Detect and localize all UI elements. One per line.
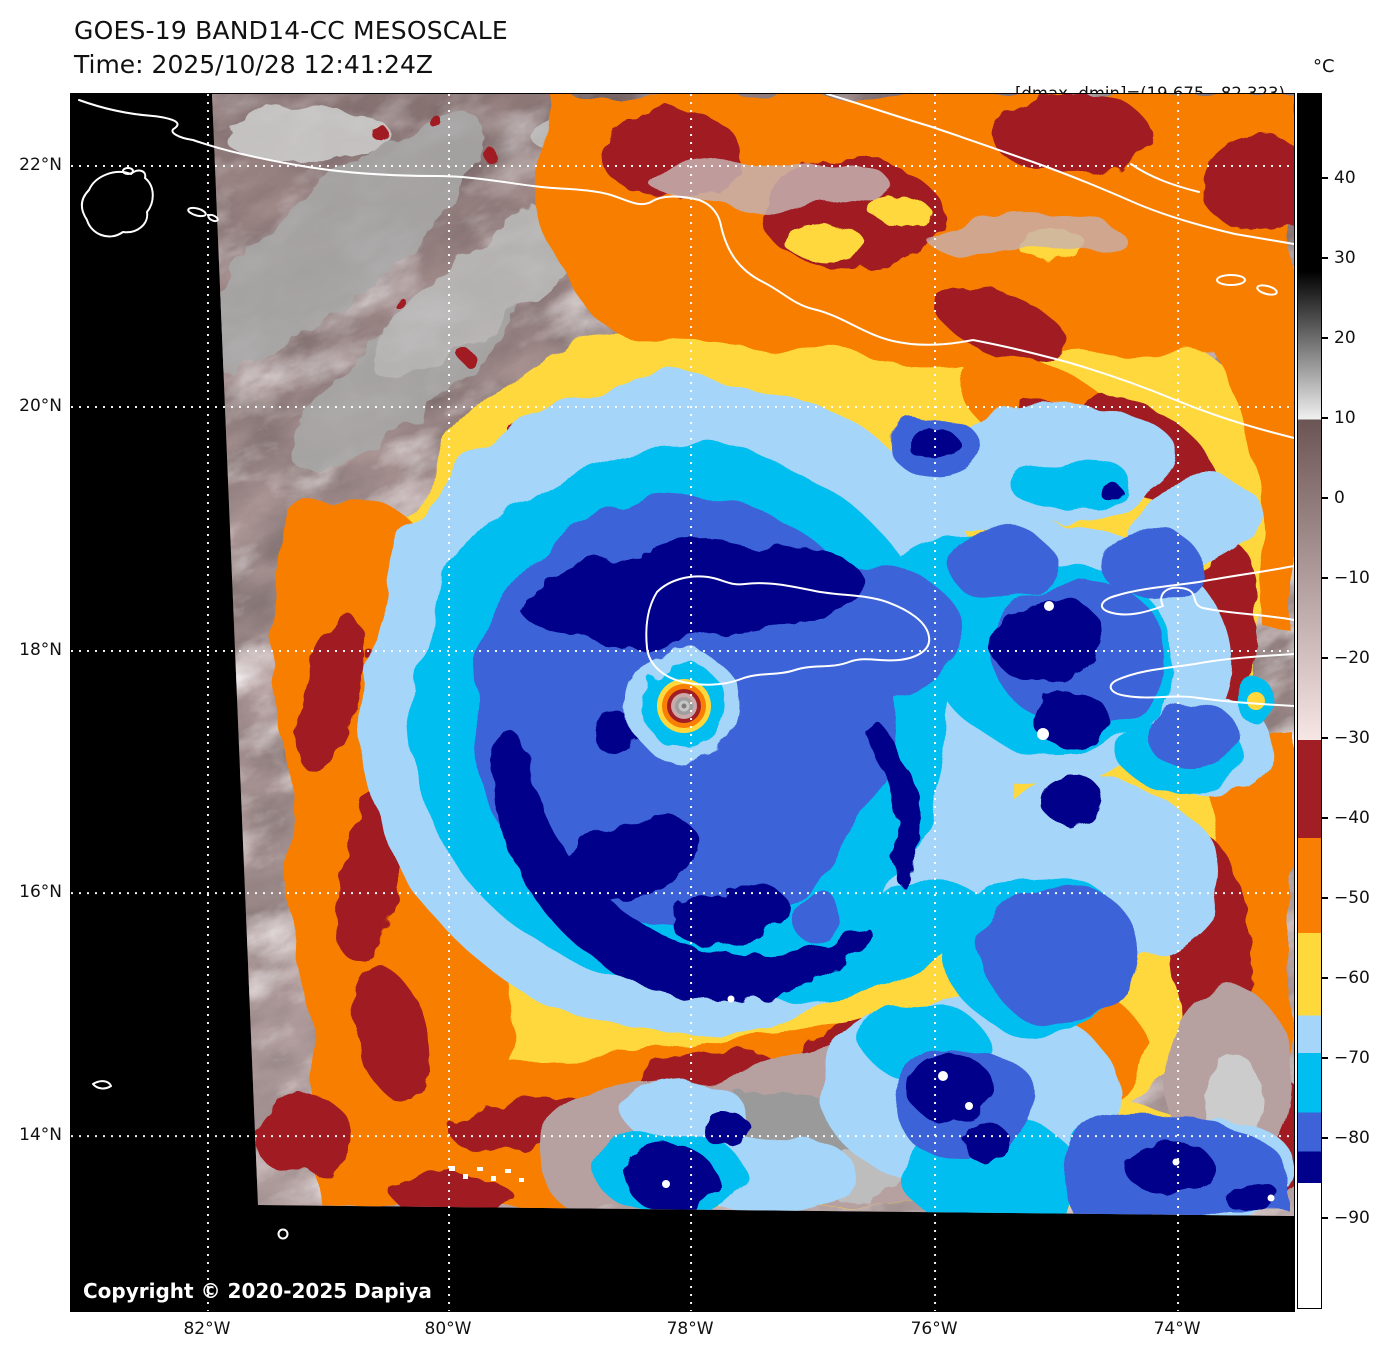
navy-cores (489, 428, 1279, 1212)
satellite-data-sector (212, 94, 1294, 1216)
isle-of-youth (81, 169, 154, 238)
colorbar-tick-label: −90 (1334, 1208, 1370, 1229)
imagery (71, 94, 1294, 1311)
colorbar (1297, 93, 1322, 1309)
colorbar-tick-label: 40 (1334, 167, 1356, 188)
colorbar-tick-mark (1322, 897, 1328, 899)
colorbar-tick-mark (1322, 417, 1328, 419)
cay-outline (1216, 274, 1246, 286)
lon-tick-label: 82°W (183, 1319, 231, 1339)
colorbar-tick-mark (1322, 737, 1328, 739)
colorbar-tick-mark (1322, 977, 1328, 979)
colorbar-tick-mark (1322, 177, 1328, 179)
islet-outline (207, 213, 219, 223)
lat-tick-label: 22°N (19, 155, 62, 176)
colorbar-tick-label: −80 (1334, 1128, 1370, 1149)
cuba-south-coast (78, 99, 1294, 439)
colorbar-tick-label: −20 (1334, 648, 1370, 669)
haiti-north-peninsula (1100, 565, 1294, 621)
plot-area: Copyright © 2020-2025 Dapiya (70, 93, 1295, 1312)
lat-tick-label: 20°N (19, 396, 62, 416)
haiti-south-peninsula (1109, 653, 1294, 707)
colorbar-tick-mark (1322, 337, 1328, 339)
islet-outline (122, 167, 134, 175)
hurricane-eye (628, 650, 740, 762)
colorbar-tick-label: 30 (1334, 248, 1356, 268)
colorbar-tick-label: −40 (1334, 808, 1370, 829)
islet-outline (187, 206, 207, 218)
colorbar-tick-mark (1322, 577, 1328, 579)
cyan-donut-center (1247, 692, 1265, 710)
overshoot-specks (662, 601, 1275, 1202)
coastlines (78, 94, 1294, 1240)
lon-tick-label: 80°W (424, 1319, 472, 1339)
cay-specks (449, 1166, 524, 1182)
lat-tick-label: 18°N (19, 640, 62, 661)
cuba-north-coast (826, 94, 1294, 245)
grand-cayman (92, 1080, 112, 1090)
colorbar-tick-label: −60 (1334, 968, 1370, 988)
colorbar-tick-mark (1322, 1057, 1328, 1059)
page-title: GOES-19 BAND14-CC MESOSCALE (74, 16, 508, 45)
colorbar-tick-mark (1322, 497, 1328, 499)
lon-tick-label: 78°W (666, 1319, 714, 1339)
gridlines (71, 94, 1294, 1311)
cuba-cays (1130, 163, 1200, 193)
colorbar-tick-label: 10 (1334, 408, 1356, 429)
lat-tick-label: 16°N (19, 882, 62, 903)
colorbar-tick-label: −30 (1334, 728, 1370, 749)
colorbar-tick-mark (1322, 1217, 1328, 1219)
colorbar-tick-label: −70 (1334, 1048, 1370, 1069)
timestamp: Time: 2025/10/28 12:41:24Z (74, 50, 433, 79)
lon-tick-label: 74°W (1153, 1319, 1201, 1339)
colorbar-tick-mark (1322, 257, 1328, 259)
colorbar-unit-label: °C (1313, 56, 1335, 77)
colorbar-tick-label: −10 (1334, 568, 1370, 589)
lat-tick-label: 14°N (19, 1125, 62, 1146)
colorbar-tick-mark (1322, 657, 1328, 659)
jamaica-coastline (645, 575, 931, 686)
cay-ring (277, 1228, 289, 1240)
colorbar-tick-label: 20 (1334, 328, 1356, 349)
colorbar-tick-label: 0 (1334, 488, 1345, 509)
copyright: Copyright © 2020-2025 Dapiya (83, 1279, 432, 1303)
colorbar-tick-mark (1322, 1137, 1328, 1139)
colorbar-tick-mark (1322, 817, 1328, 819)
lon-tick-label: 76°W (910, 1319, 958, 1339)
cay-outline (1256, 284, 1278, 296)
colorbar-tick-label: −50 (1334, 887, 1370, 908)
